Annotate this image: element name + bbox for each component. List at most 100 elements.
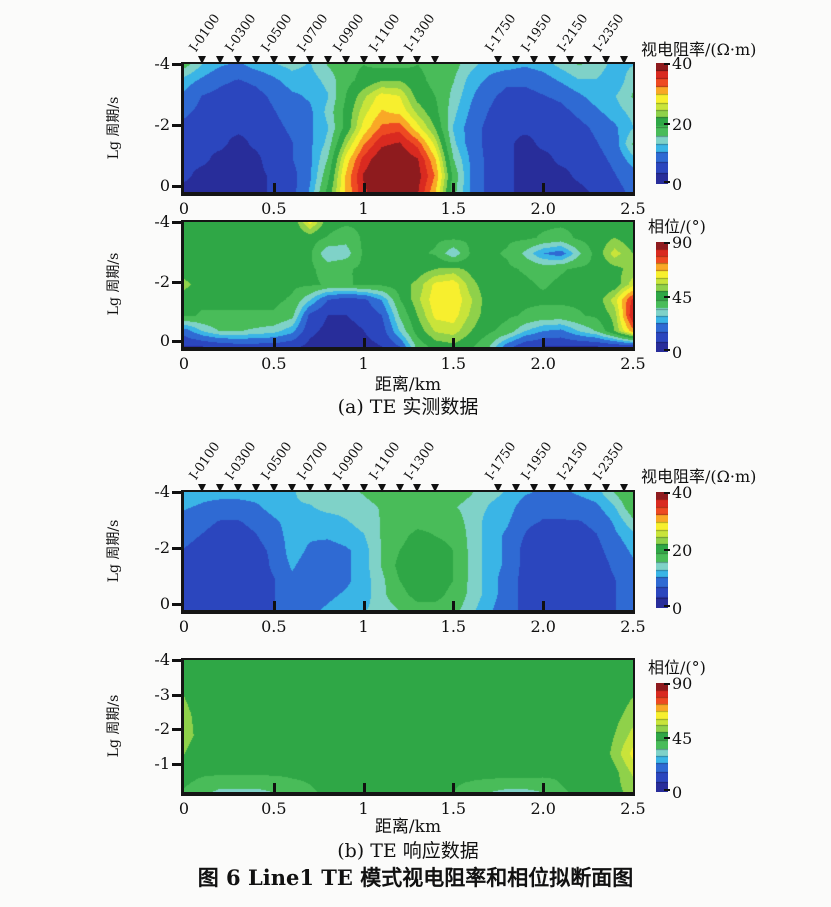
station-label: I-1300 <box>402 439 439 483</box>
x-tick-a-resistivity <box>362 183 366 192</box>
heatmap-a-phase <box>184 222 633 347</box>
station-marker-icon <box>269 484 278 492</box>
colorbar-tick-b-phase <box>664 683 670 685</box>
colorbar-tick-label-b-phase: 90 <box>672 674 693 693</box>
station-marker-icon <box>548 56 557 64</box>
station-label: I-2350 <box>590 11 628 56</box>
y-tick-a-phase <box>172 340 181 344</box>
colorbar-tick-label-a-resistivity: 0 <box>672 175 683 194</box>
colorbar-tick-label-a-resistivity: 20 <box>672 114 693 134</box>
station-marker-icon <box>305 56 314 64</box>
y-tick-b-resistivity <box>172 547 181 551</box>
station-marker-icon <box>305 484 314 492</box>
y-tick-label-a-phase: -4 <box>154 212 170 231</box>
x-tick-label-a-phase: 0.5 <box>261 354 287 373</box>
station-label: I-0700 <box>294 439 332 483</box>
colorbar-a-resistivity <box>656 63 668 184</box>
x-tick-b-resistivity <box>542 601 546 610</box>
x-tick-a-resistivity <box>452 183 456 192</box>
station-marker-icon <box>413 56 422 64</box>
station-label: I-1100 <box>366 11 403 56</box>
y-tick-b-phase <box>172 763 181 767</box>
station-label: I-1750 <box>483 11 520 56</box>
colorbar-tick-a-phase <box>664 242 670 244</box>
x-tick-label-b-phase: 0 <box>178 799 190 818</box>
colorbar-tick-a-resistivity <box>664 122 670 125</box>
x-tick-label-b-resistivity: 2.5 <box>620 617 646 636</box>
x-tick-b-resistivity <box>272 601 276 610</box>
colorbar-tick-b-phase <box>664 789 670 791</box>
station-marker-icon <box>620 56 629 64</box>
station-marker-icon <box>341 484 350 492</box>
station-marker-icon <box>530 56 539 64</box>
colorbar-tick-b-resistivity <box>664 605 670 607</box>
y-tick-b-phase <box>172 659 181 662</box>
station-label: I-2150 <box>554 439 592 483</box>
colorbar-tick-b-phase <box>664 736 670 739</box>
station-marker-icon <box>251 56 260 64</box>
station-marker-icon <box>287 484 296 492</box>
x-tick-label-b-phase: 1 <box>358 799 369 818</box>
x-tick-a-resistivity <box>272 183 276 192</box>
y-tick-label-a-resistivity: -4 <box>154 54 170 73</box>
y-tick-a-resistivity <box>172 123 181 127</box>
colorbar-tick-label-b-resistivity: 20 <box>672 541 693 560</box>
station-marker-icon <box>359 484 368 492</box>
x-tick-label-a-resistivity: 1 <box>358 199 369 218</box>
x-tick-label-b-resistivity: 0 <box>178 617 190 636</box>
station-label: I-0900 <box>330 439 368 483</box>
station-marker-icon <box>431 484 440 492</box>
colorbar-b-phase <box>656 683 668 792</box>
station-label: I-0300 <box>222 439 260 483</box>
colorbar-tick-label-a-phase: 45 <box>672 288 693 307</box>
y-tick-b-phase <box>172 693 181 697</box>
station-marker-icon <box>359 56 368 64</box>
x-tick-label-a-resistivity: 2.5 <box>620 199 646 218</box>
y-tick-label-b-phase: -2 <box>154 719 170 739</box>
y-tick-a-phase <box>172 221 181 224</box>
colorbar-tick-label-a-phase: 0 <box>672 343 683 362</box>
y-axis-label-b2: Lg 周期/s <box>106 694 122 758</box>
colorbar-tick-a-phase <box>664 296 670 298</box>
x-tick-label-a-phase: 1 <box>358 354 369 373</box>
x-tick-label-a-resistivity: 0.5 <box>261 199 287 218</box>
x-tick-a-resistivity <box>542 183 546 192</box>
x-tick-label-b-resistivity: 0.5 <box>261 617 287 636</box>
station-marker-icon <box>395 56 404 64</box>
y-tick-label-b-resistivity: -2 <box>154 538 170 558</box>
y-tick-a-resistivity <box>172 184 181 188</box>
station-label: I-0100 <box>186 439 224 483</box>
station-label: I-2350 <box>590 439 628 483</box>
colorbar-b-resistivity <box>656 492 668 608</box>
colorbar-title-phase-b: 相位/(°) <box>648 658 706 677</box>
station-marker-icon <box>602 56 611 64</box>
station-marker-icon <box>197 484 206 492</box>
station-label: I-0500 <box>258 11 296 56</box>
x-tick-b-resistivity <box>362 601 366 610</box>
colorbar-tick-a-phase <box>664 349 670 351</box>
subcaption-b: (b) TE 响应数据 <box>337 840 479 862</box>
x-tick-label-a-phase: 2.5 <box>620 354 646 373</box>
x-tick-label-a-phase: 2.0 <box>530 354 556 373</box>
colorbar-tick-label-b-phase: 45 <box>672 728 693 748</box>
heatmap-b-phase <box>184 660 633 792</box>
station-marker-icon <box>512 56 521 64</box>
colorbar-a-phase <box>656 242 668 352</box>
station-label: I-1750 <box>483 439 520 483</box>
x-tick-label-a-resistivity: 0 <box>178 199 190 218</box>
x-tick-a-phase <box>542 338 546 347</box>
station-marker-icon <box>215 56 224 64</box>
x-tick-label-b-resistivity: 1 <box>358 617 369 636</box>
x-tick-label-b-phase: 2.5 <box>620 799 646 818</box>
station-marker-icon <box>251 484 260 492</box>
station-marker-icon <box>548 484 557 492</box>
station-marker-icon <box>494 56 503 64</box>
x-tick-a-phase <box>362 338 366 347</box>
station-label: I-2150 <box>554 11 592 56</box>
x-axis-label-b: 距离/km <box>374 817 442 837</box>
colorbar-tick-label-b-resistivity: 0 <box>672 599 683 618</box>
station-marker-icon <box>287 56 296 64</box>
y-tick-label-b-phase: -3 <box>154 684 170 704</box>
y-tick-label-a-phase: -2 <box>154 271 170 291</box>
y-tick-b-resistivity <box>172 491 181 494</box>
